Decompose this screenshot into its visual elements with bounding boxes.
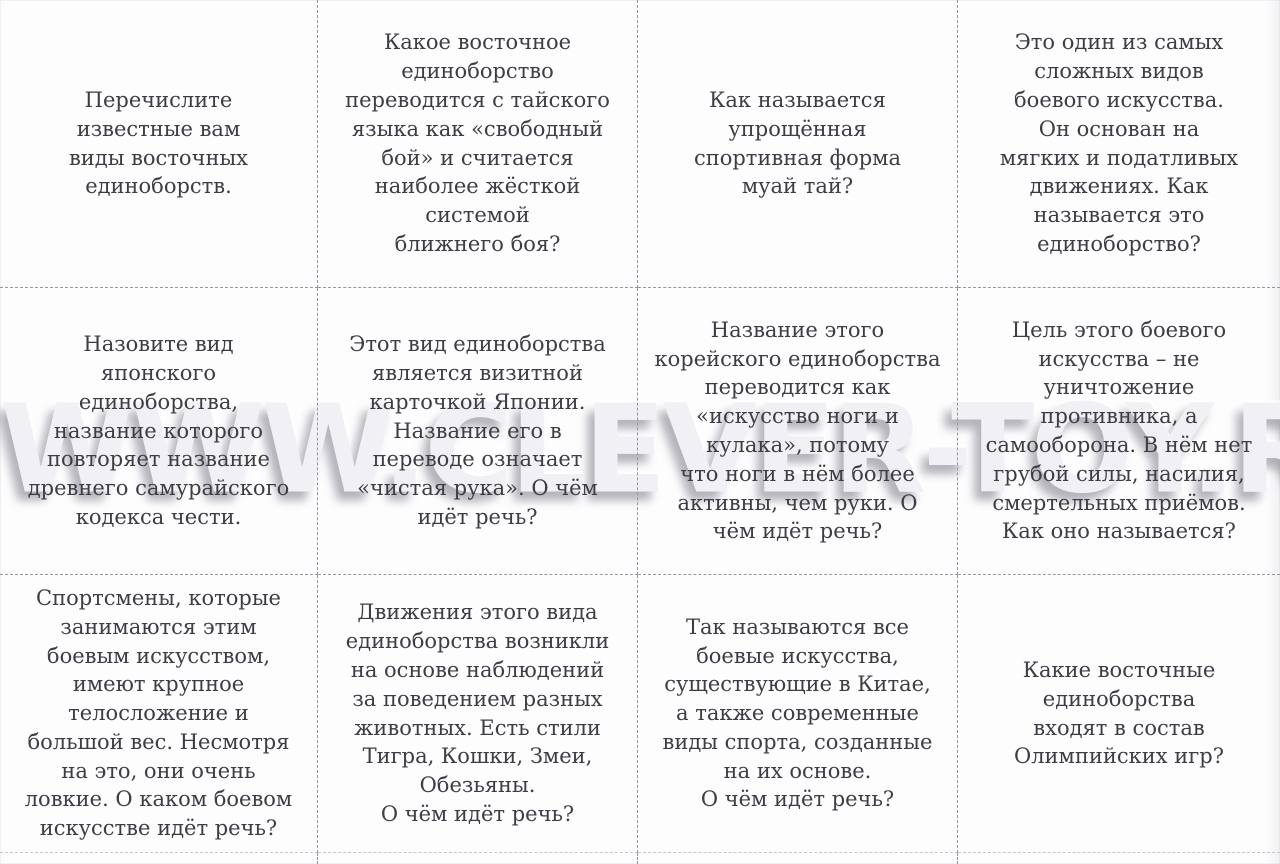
question-text: Это один из самых сложных видов боевого …: [999, 30, 1239, 256]
question-text: Перечислите известные вам виды восточных…: [68, 87, 249, 199]
question-card: Движения этого вида единоборства возникл…: [318, 575, 638, 853]
question-card: Название этого корейского единоборства п…: [638, 288, 958, 575]
question-card: Какие восточные единоборства входят в со…: [958, 575, 1280, 853]
question-card: Это один из самых сложных видов боевого …: [958, 0, 1280, 288]
trim-strip: [318, 853, 638, 864]
question-card: Цель этого боевого искусства – не уничто…: [958, 288, 1280, 575]
question-card: Перечислите известные вам виды восточных…: [0, 0, 318, 288]
question-card: Так называются все боевые искусства, сущ…: [638, 575, 958, 853]
trim-strip: [958, 853, 1280, 864]
trim-strip: [0, 853, 318, 864]
question-card: Как называется упрощённая спортивная фор…: [638, 0, 958, 288]
question-text: Название этого корейского единоборства п…: [654, 317, 941, 544]
question-text: Этот вид единоборства является визитной …: [349, 332, 606, 529]
question-card: Спортсмены, которые занимаются этим боев…: [0, 575, 318, 853]
site-watermark: WWW.CLEVER-TOY.RU: [0, 378, 1280, 521]
question-text: Движения этого вида единоборства возникл…: [345, 600, 610, 826]
question-card: Назовите вид японского единоборства, наз…: [0, 288, 318, 575]
question-card: Какое восточное единоборство переводится…: [318, 0, 638, 288]
question-card: Этот вид единоборства является визитной …: [318, 288, 638, 575]
question-text: Какие восточные единоборства входят в со…: [1014, 657, 1224, 769]
question-text: Спортсмены, которые занимаются этим боев…: [24, 586, 293, 841]
question-text: Так называются все боевые искусства, сущ…: [662, 614, 933, 812]
question-text: Как называется упрощённая спортивная фор…: [693, 87, 902, 199]
question-text: Цель этого боевого искусства – не уничто…: [985, 317, 1253, 544]
trim-strip: [638, 853, 958, 864]
question-text: Какое восточное единоборство переводится…: [345, 30, 610, 256]
question-text: Назовите вид японского единоборства, наз…: [27, 332, 290, 529]
